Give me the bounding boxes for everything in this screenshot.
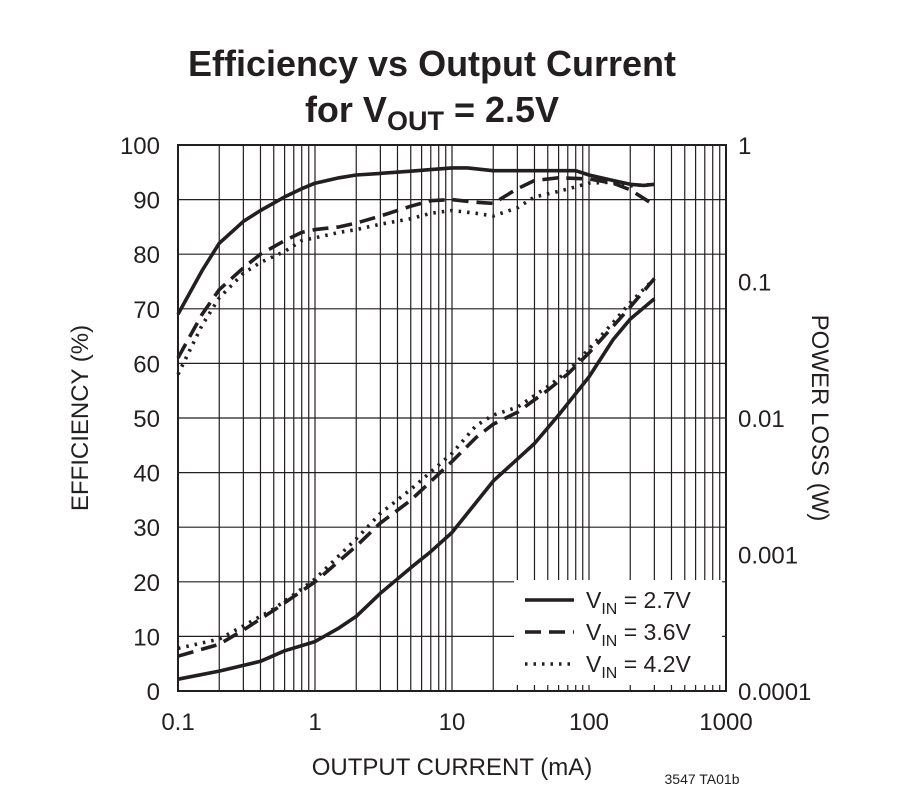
plot-curves — [176, 166, 656, 681]
y2-tick-label: 0.01 — [738, 406, 785, 433]
x-tick-label: 0.1 — [161, 709, 194, 736]
x-tick-label: 10 — [439, 709, 466, 736]
y-tick-label: 40 — [133, 461, 160, 488]
y-tick-label: 50 — [133, 406, 160, 433]
power-loss-curve-solid — [177, 297, 656, 681]
power-loss-curve-dotted — [177, 277, 656, 651]
x-axis-label: OUTPUT CURRENT (mA) — [312, 754, 592, 781]
chart-subtitle: for VOUT = 2.5V — [305, 89, 559, 136]
legend-label-solid: VIN = 2.7V — [586, 587, 692, 618]
legend-label-dotted: VIN = 4.2V — [586, 651, 692, 682]
x-tick-label: 100 — [569, 709, 609, 736]
y2-axis-ticks: 1 0.1 0.01 0.001 0.0001 — [738, 133, 811, 706]
efficiency-curve-solid — [176, 166, 655, 316]
y-tick-label: 20 — [133, 570, 160, 597]
y-tick-label: 70 — [133, 297, 160, 324]
y-tick-label: 30 — [133, 515, 160, 542]
efficiency-curve-dashed — [176, 176, 656, 359]
y-tick-label: 90 — [133, 188, 160, 215]
y-tick-label: 80 — [133, 242, 160, 269]
x-axis-ticks: 0.1 1 10 100 1000 — [161, 709, 752, 736]
legend-background — [514, 580, 722, 685]
y2-tick-label: 0.1 — [738, 270, 771, 297]
y-tick-label: 0 — [147, 679, 160, 706]
y-tick-label: 60 — [133, 351, 160, 378]
y2-axis-label: POWER LOSS (W) — [806, 315, 833, 522]
y-tick-label: 10 — [133, 624, 160, 651]
plot-frame — [177, 144, 727, 692]
figure-id: 3547 TA01b — [665, 771, 740, 787]
y2-tick-label: 0.0001 — [738, 679, 811, 706]
legend-label-dashed: VIN = 3.6V — [586, 619, 692, 650]
x-tick-label: 1 — [308, 709, 321, 736]
y-axis-label: EFFICIENCY (%) — [67, 325, 94, 511]
y2-tick-label: 0.001 — [738, 543, 798, 570]
efficiency-curve-dotted — [176, 180, 655, 376]
y2-tick-label: 1 — [738, 133, 751, 160]
x-tick-label: 1000 — [699, 709, 752, 736]
y-tick-label: 100 — [120, 133, 160, 160]
y-axis-ticks: 0 10 20 30 40 50 60 70 80 90 100 — [120, 133, 160, 706]
chart-title: Efficiency vs Output Current — [188, 43, 676, 84]
